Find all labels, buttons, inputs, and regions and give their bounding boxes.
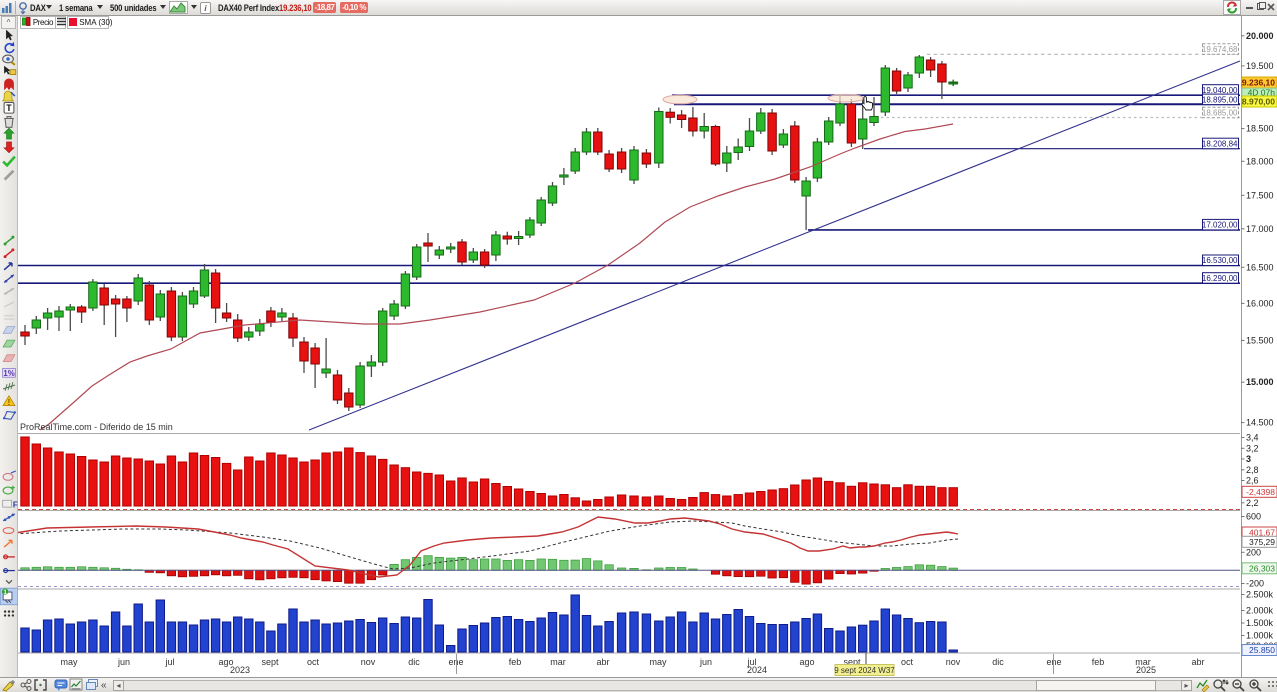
- svg-text:2023: 2023: [230, 665, 250, 675]
- svg-text:feb: feb: [509, 657, 522, 667]
- svg-text:1.500k: 1.500k: [1246, 618, 1274, 628]
- svg-text:dic: dic: [992, 657, 1004, 667]
- svg-text:sept: sept: [843, 657, 861, 667]
- svg-text:25.850: 25.850: [1249, 645, 1275, 655]
- svg-text:15.000: 15.000: [1246, 377, 1274, 387]
- svg-text:17.000: 17.000: [1246, 224, 1274, 234]
- svg-text:1: 1: [3, 589, 7, 596]
- svg-text:F: F: [13, 501, 18, 510]
- svg-text:2024: 2024: [747, 665, 767, 675]
- svg-text:2025: 2025: [1136, 665, 1156, 675]
- svg-text:jun: jun: [117, 657, 130, 667]
- svg-text:14.500: 14.500: [1246, 418, 1274, 428]
- svg-text:«: «: [101, 680, 107, 691]
- svg-text:16.000: 16.000: [1246, 298, 1274, 308]
- svg-text:3,2: 3,2: [1246, 443, 1259, 453]
- svg-text:200: 200: [1246, 547, 1261, 557]
- svg-text:18.000: 18.000: [1246, 156, 1274, 166]
- svg-text:ago: ago: [799, 657, 814, 667]
- svg-text:oct: oct: [307, 657, 320, 667]
- svg-text:401,67: 401,67: [1249, 528, 1275, 538]
- svg-text:16.530,00: 16.530,00: [1202, 256, 1238, 265]
- svg-text:may: may: [649, 657, 667, 667]
- svg-text:19.236,10: 19.236,10: [1241, 78, 1275, 88]
- svg-text:dic: dic: [408, 657, 420, 667]
- svg-text:19.040,00: 19.040,00: [1202, 86, 1238, 95]
- svg-text:4D 07h: 4D 07h: [1248, 88, 1276, 98]
- svg-text:18.895,00: 18.895,00: [1202, 95, 1238, 104]
- svg-text:mar: mar: [550, 657, 566, 667]
- svg-text:18.208,84: 18.208,84: [1202, 139, 1238, 148]
- svg-text:2,8: 2,8: [1246, 465, 1259, 475]
- svg-text:nov: nov: [361, 657, 376, 667]
- svg-text:jul: jul: [746, 657, 756, 667]
- svg-text:2.500k: 2.500k: [1246, 590, 1274, 600]
- svg-text:oct: oct: [901, 657, 914, 667]
- svg-text:1.000k: 1.000k: [1246, 631, 1274, 641]
- svg-text:2.000k: 2.000k: [1246, 606, 1274, 616]
- svg-text:sept: sept: [261, 657, 279, 667]
- svg-text:18.500: 18.500: [1246, 124, 1274, 134]
- svg-text:abr: abr: [1191, 657, 1204, 667]
- svg-text:abr: abr: [596, 657, 609, 667]
- svg-text:-200: -200: [1246, 579, 1264, 589]
- svg-text:9 sept 2024 W37: 9 sept 2024 W37: [834, 666, 895, 675]
- svg-text:16.500: 16.500: [1246, 262, 1274, 272]
- svg-text:19.500: 19.500: [1246, 61, 1274, 71]
- svg-text:18.685,00: 18.685,00: [1202, 109, 1238, 118]
- svg-text:3,4: 3,4: [1246, 433, 1259, 443]
- svg-text:1%: 1%: [3, 369, 14, 378]
- svg-text:2,2: 2,2: [1246, 498, 1259, 508]
- svg-text:2,6: 2,6: [1246, 476, 1259, 486]
- svg-text:18.970,00: 18.970,00: [1241, 97, 1275, 107]
- svg-text:may: may: [60, 657, 78, 667]
- svg-text:15.500: 15.500: [1246, 336, 1274, 346]
- svg-text:jun: jun: [699, 657, 712, 667]
- svg-text:feb: feb: [1092, 657, 1105, 667]
- svg-text:-2,4398: -2,4398: [1246, 487, 1275, 497]
- svg-text:20.000: 20.000: [1246, 31, 1274, 41]
- svg-text:T: T: [6, 103, 12, 113]
- svg-text:jul: jul: [164, 657, 174, 667]
- svg-text:ago: ago: [218, 657, 233, 667]
- svg-text:3: 3: [1246, 454, 1251, 464]
- svg-text:600: 600: [1246, 512, 1261, 522]
- svg-text:mar: mar: [1135, 657, 1151, 667]
- svg-text:17.500: 17.500: [1246, 190, 1274, 200]
- svg-text:ProRealTime.com - Diferido de: ProRealTime.com - Diferido de 15 min: [20, 422, 173, 432]
- svg-text:nov: nov: [946, 657, 961, 667]
- svg-text:26,303: 26,303: [1249, 564, 1275, 574]
- svg-text:17.020,00: 17.020,00: [1202, 221, 1238, 230]
- svg-text:375,29: 375,29: [1249, 537, 1275, 547]
- svg-text:19.674,68: 19.674,68: [1202, 45, 1238, 54]
- svg-text:16.290,00: 16.290,00: [1202, 274, 1238, 283]
- svg-text:!: !: [8, 398, 11, 407]
